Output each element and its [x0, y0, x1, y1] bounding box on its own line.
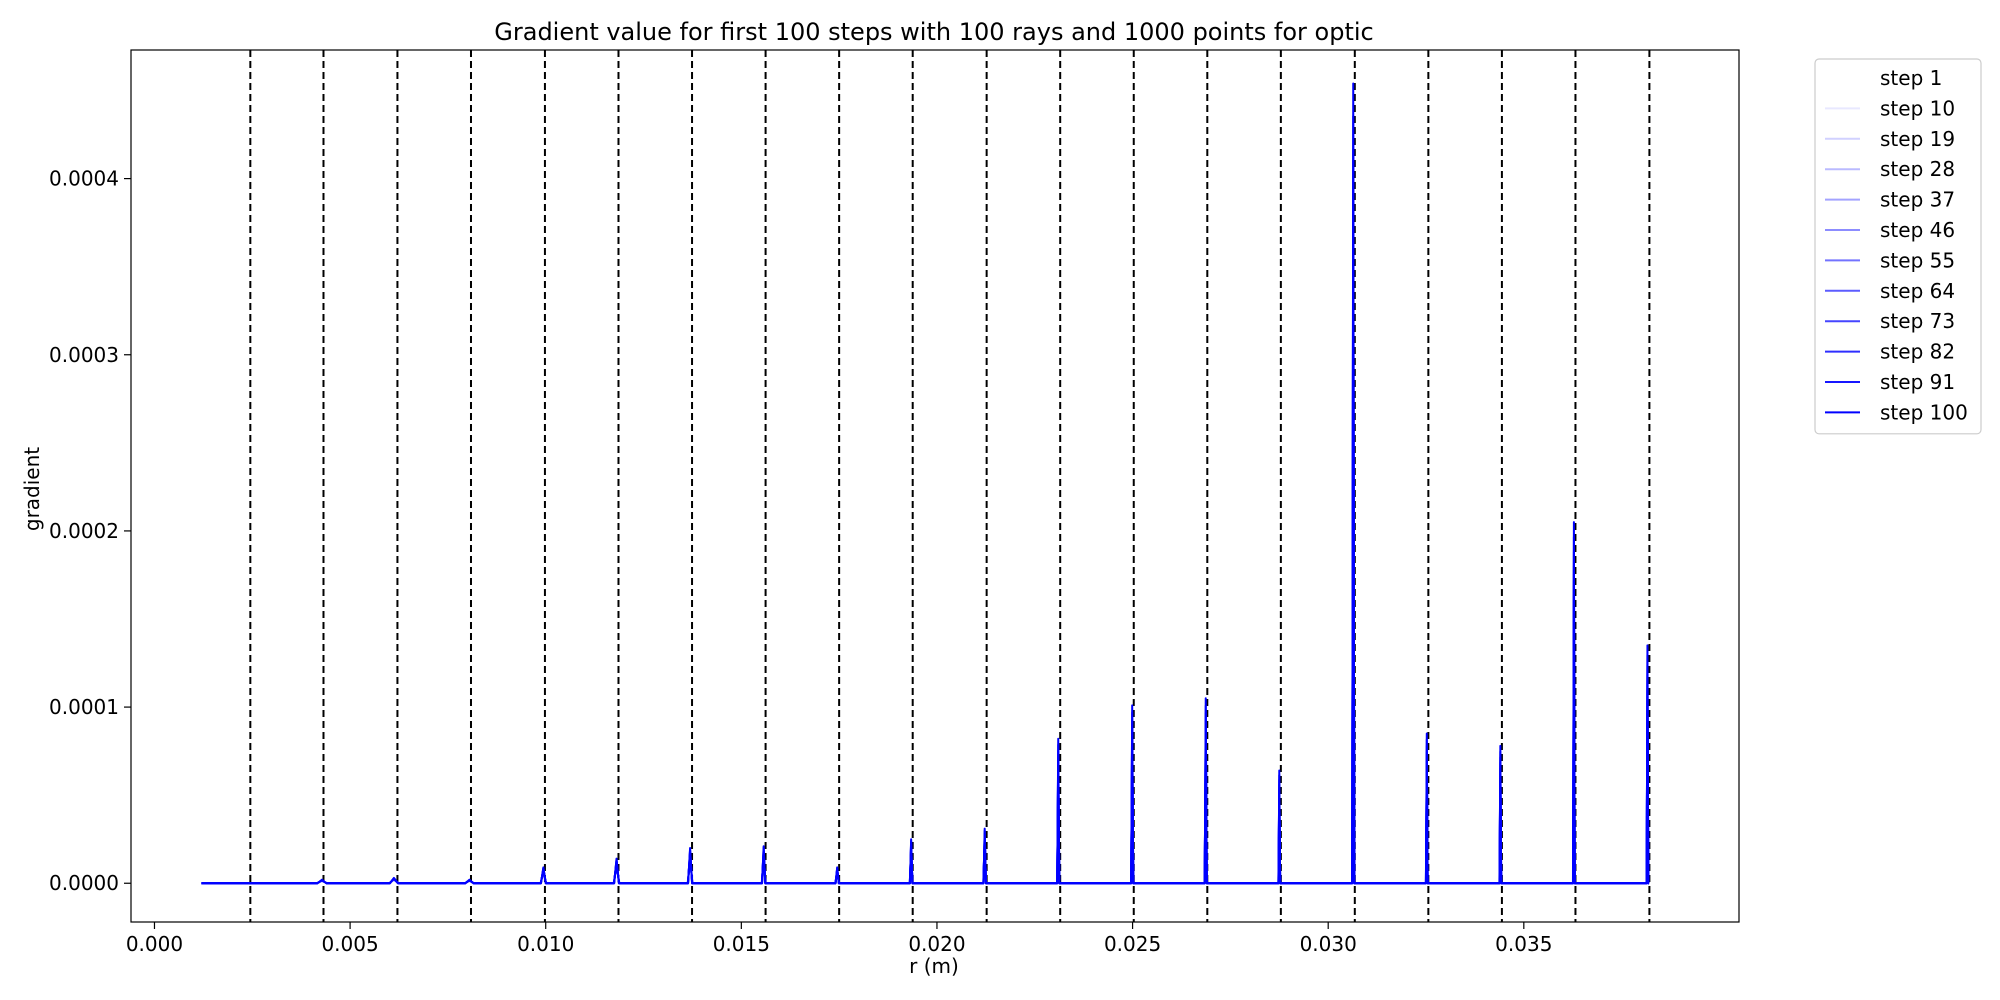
- x-tick-label: 0.035: [1495, 932, 1552, 956]
- legend-label: step 55: [1880, 248, 1955, 272]
- x-tick-label: 0.025: [1104, 932, 1161, 956]
- boundary-lines: [249, 50, 1651, 922]
- x-tick-label: 0.020: [908, 932, 965, 956]
- x-tick-label: 0.010: [517, 932, 574, 956]
- axes: 0.000 0.005 0.010 0.015 0.020 0.025 0.030 0.035…: [49, 49, 1740, 956]
- chart-title: Gradient value for first 100 steps with …: [494, 18, 1373, 46]
- legend-label: step 10: [1880, 96, 1955, 120]
- plot-frame: [130, 49, 1740, 923]
- y-tick-label: 0.0002: [49, 519, 119, 543]
- legend: step 1 step 10 step 19 step 28 step 37 step 4…: [1814, 58, 1982, 435]
- legend-label: step 64: [1880, 279, 1955, 303]
- legend-label: step 1: [1880, 66, 1942, 90]
- x-tick-label: 0.005: [321, 932, 378, 956]
- legend-box: [1814, 58, 1982, 435]
- legend-label: step 100: [1880, 400, 1968, 424]
- x-axis-label: r (m): [909, 954, 959, 978]
- y-tick-label: 0.0000: [49, 871, 119, 895]
- x-tick-label: 0.015: [713, 932, 770, 956]
- plot-area: [201, 50, 1651, 922]
- legend-label: step 73: [1880, 309, 1955, 333]
- x-tick-label: 0.000: [126, 932, 183, 956]
- legend-label: step 91: [1880, 370, 1955, 394]
- series-line: [201, 82, 1650, 885]
- y-tick-label: 0.0003: [49, 343, 119, 367]
- legend-label: step 37: [1880, 188, 1955, 212]
- y-tick-label: 0.0004: [49, 167, 119, 191]
- legend-label: step 82: [1880, 340, 1955, 364]
- x-tick-label: 0.030: [1300, 932, 1357, 956]
- y-tick-label: 0.0001: [49, 695, 119, 719]
- legend-label: step 46: [1880, 218, 1955, 242]
- legend-label: step 28: [1880, 157, 1955, 181]
- series-lines: [201, 82, 1650, 885]
- y-axis-label: gradient: [20, 447, 44, 531]
- legend-label: step 19: [1880, 127, 1955, 151]
